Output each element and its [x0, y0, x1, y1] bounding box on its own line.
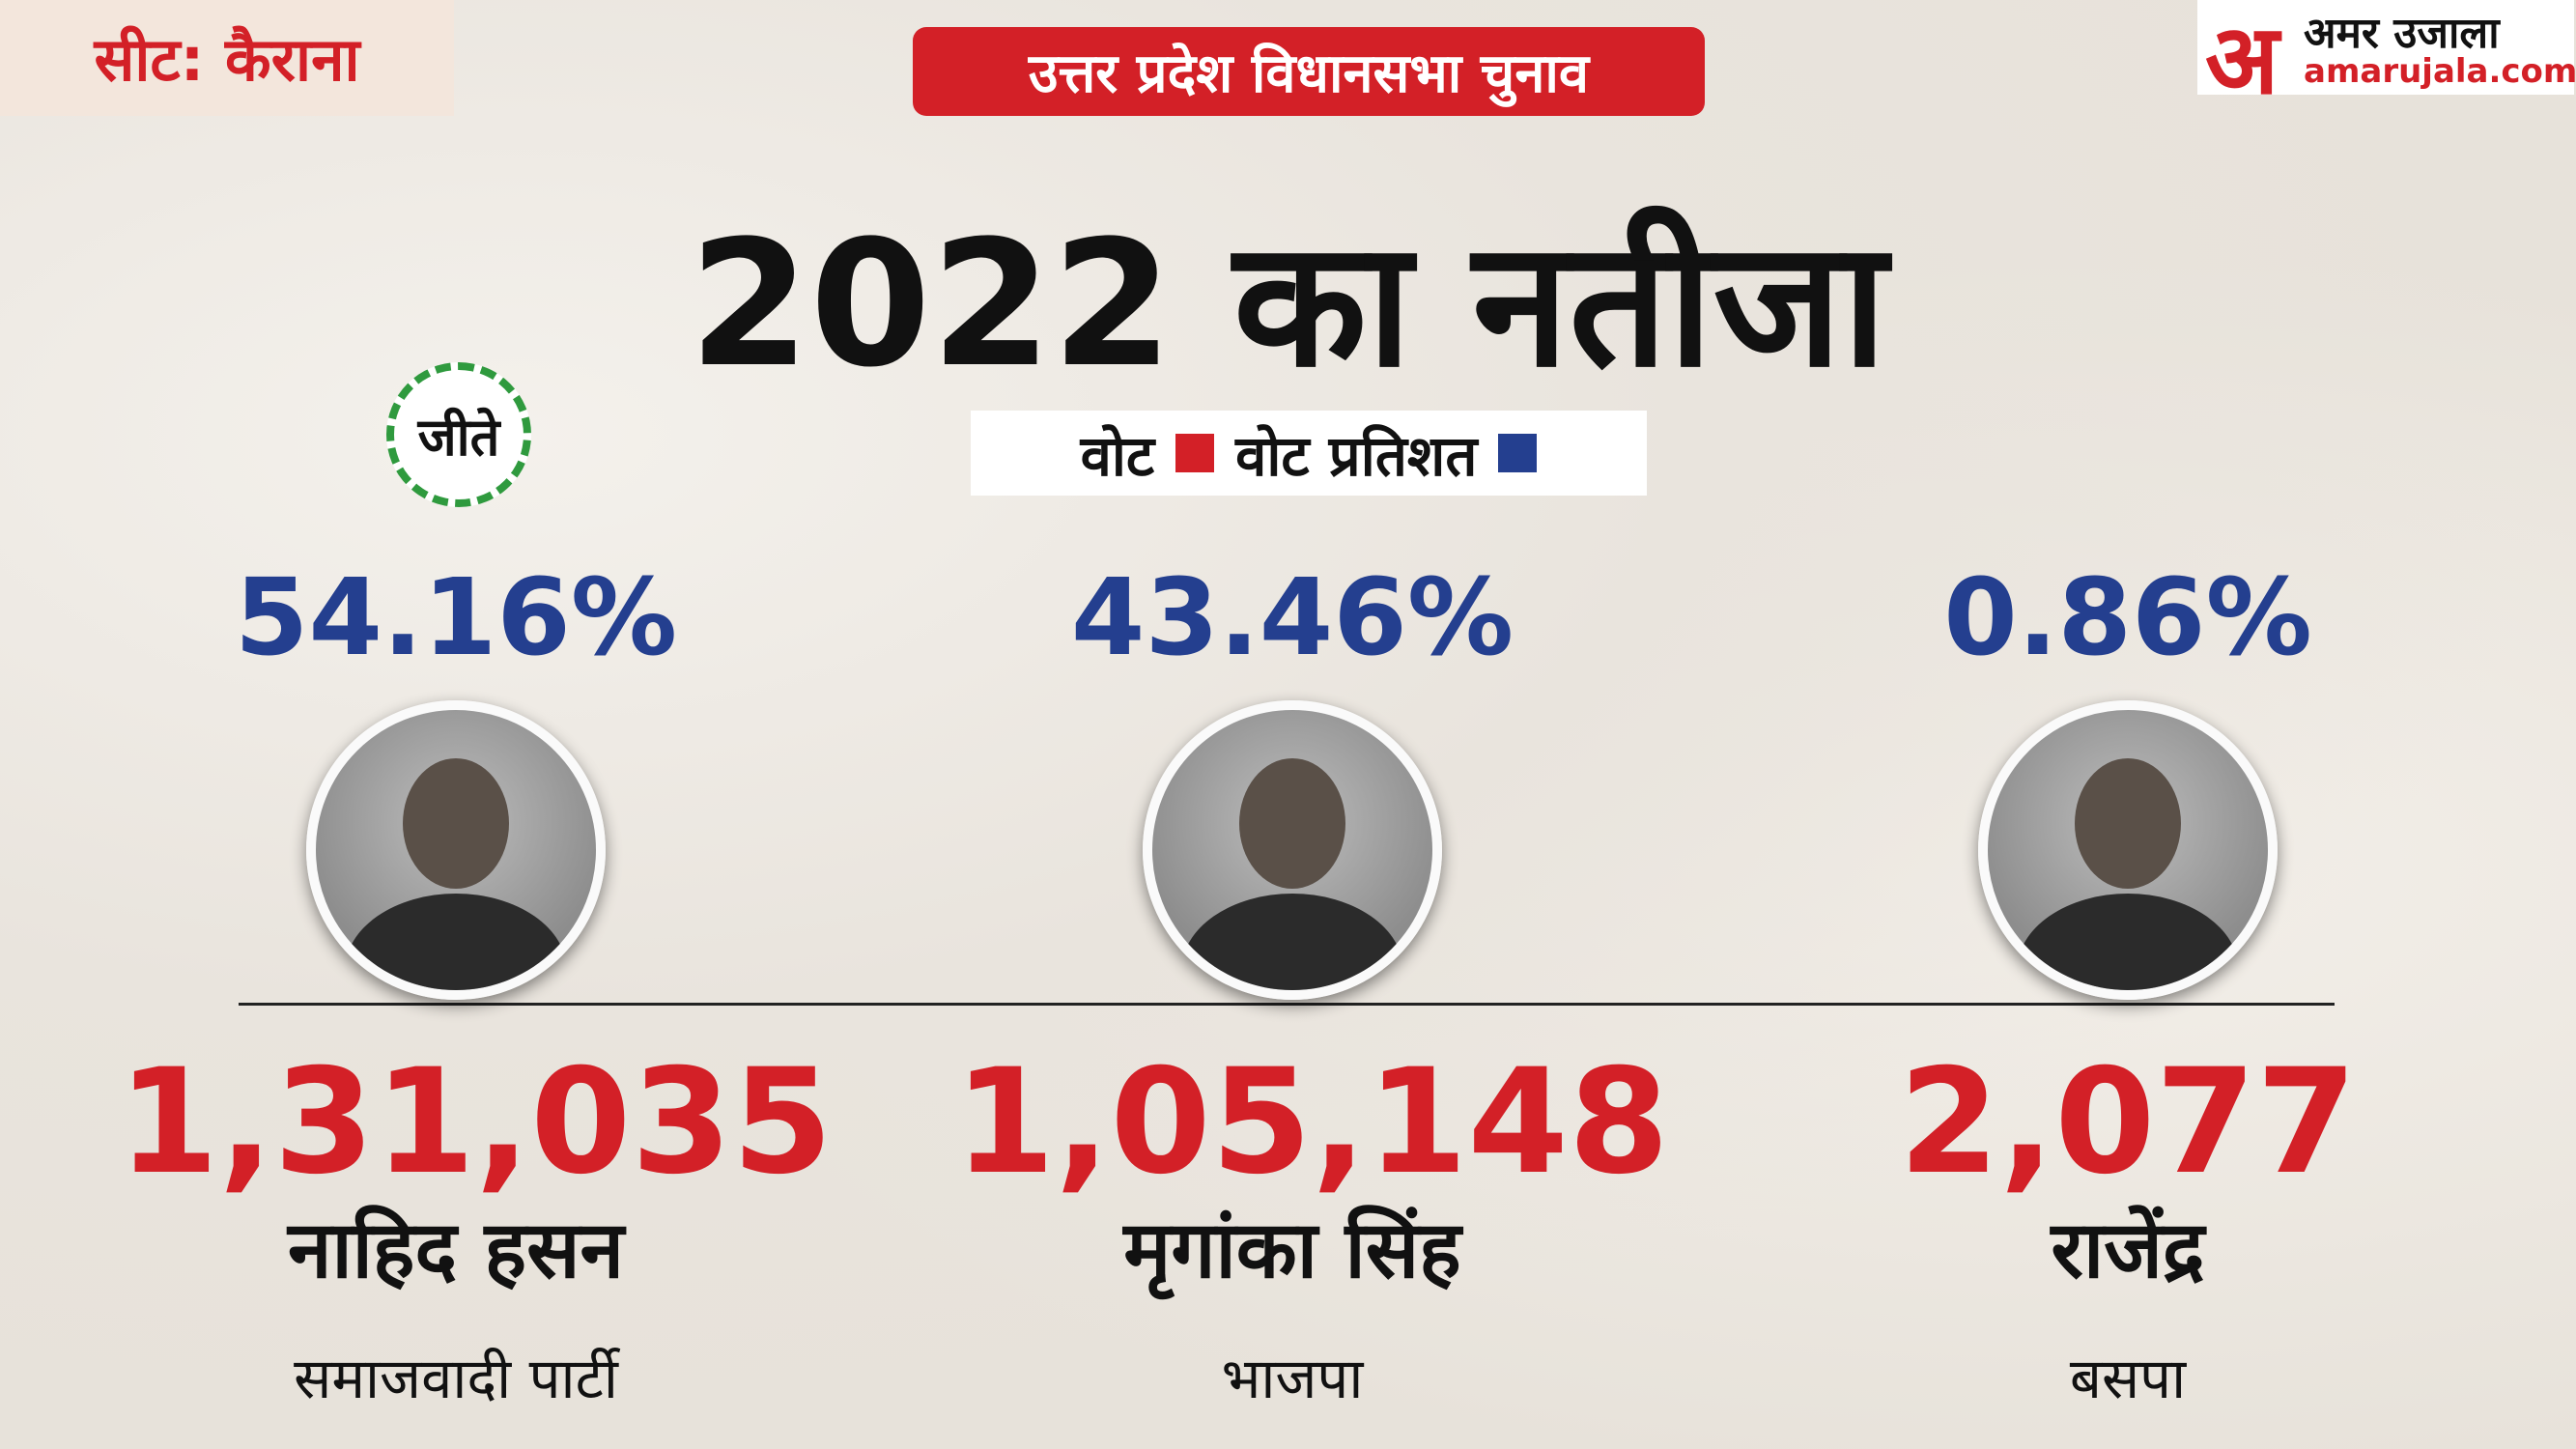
photo-head — [403, 758, 509, 889]
candidate-photo — [306, 700, 606, 1000]
seat-label: सीट: कैराना — [0, 0, 454, 116]
vote-percent: 54.16% — [234, 555, 678, 679]
divider — [239, 1003, 2335, 1006]
candidate-photo — [1143, 700, 1442, 1000]
vote-count: 1,05,148 — [954, 1038, 1670, 1207]
party-name: भाजपा — [1221, 1346, 1364, 1411]
photo-head — [1239, 758, 1345, 889]
legend: वोट वोट प्रतिशत — [971, 411, 1647, 496]
logo: अ अमर उजाला amarujala.com — [2197, 0, 2576, 116]
legend-swatch — [1498, 434, 1538, 472]
vote-count: 2,077 — [1898, 1038, 2358, 1207]
vote-count: 1,31,035 — [118, 1038, 834, 1207]
vote-percent: 43.46% — [1070, 555, 1514, 679]
photo-body — [345, 894, 567, 990]
winner-badge: जीते — [386, 362, 531, 507]
candidate-photo — [1978, 700, 2278, 1000]
title: 2022 का नतीजा — [689, 204, 1887, 406]
candidate-name: राजेंद्र — [2051, 1205, 2205, 1296]
photo-head — [2075, 758, 2181, 889]
candidate-name: नाहिद हसन — [287, 1205, 625, 1296]
vote-percent: 0.86% — [1943, 555, 2312, 679]
photo-body — [1181, 894, 1403, 990]
legend-swatch — [1175, 434, 1215, 472]
legend-votes: वोट — [1080, 422, 1155, 489]
logo-mark: अ — [2205, 3, 2279, 116]
party-name: समाजवादी पार्टी — [294, 1346, 618, 1411]
logo-name: अमर उजाला — [2304, 9, 2500, 58]
candidate-name: मृगांका सिंह — [1123, 1205, 1461, 1296]
banner: उत्तर प्रदेश विधानसभा चुनाव — [913, 27, 1705, 116]
legend-percent: वोट प्रतिशत — [1235, 422, 1478, 489]
photo-body — [2017, 894, 2239, 990]
logo-site: amarujala.com — [2304, 52, 2576, 91]
party-name: बसपा — [2069, 1346, 2187, 1411]
